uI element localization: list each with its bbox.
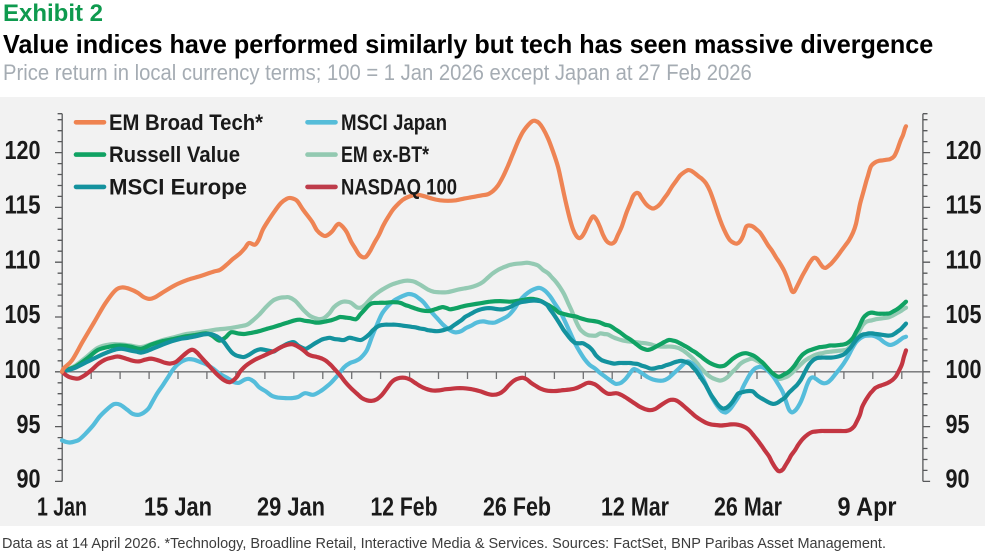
svg-text:NASDAQ 100: NASDAQ 100 xyxy=(341,175,457,200)
svg-text:90: 90 xyxy=(946,466,970,494)
svg-text:110: 110 xyxy=(946,246,982,274)
svg-text:95: 95 xyxy=(17,411,41,439)
svg-text:26 Mar: 26 Mar xyxy=(714,494,782,522)
svg-text:120: 120 xyxy=(946,137,982,165)
svg-text:115: 115 xyxy=(5,192,41,220)
svg-text:95: 95 xyxy=(946,411,970,439)
svg-text:MSCI Japan: MSCI Japan xyxy=(341,110,447,135)
svg-text:9 Apr: 9 Apr xyxy=(838,494,897,522)
svg-text:Russell Value: Russell Value xyxy=(109,142,240,167)
svg-text:120: 120 xyxy=(5,137,41,165)
svg-text:12 Mar: 12 Mar xyxy=(601,494,669,522)
svg-text:29 Jan: 29 Jan xyxy=(257,494,325,522)
svg-text:105: 105 xyxy=(946,301,982,329)
svg-text:EM ex-BT*: EM ex-BT* xyxy=(341,142,429,167)
svg-text:MSCI Europe: MSCI Europe xyxy=(109,175,247,200)
svg-text:105: 105 xyxy=(5,301,41,329)
svg-text:100: 100 xyxy=(5,356,41,384)
svg-text:15 Jan: 15 Jan xyxy=(144,494,212,522)
svg-text:12 Feb: 12 Feb xyxy=(371,494,438,522)
svg-text:100: 100 xyxy=(946,356,982,384)
svg-text:26 Feb: 26 Feb xyxy=(483,494,551,522)
svg-text:1 Jan: 1 Jan xyxy=(37,494,87,522)
svg-text:90: 90 xyxy=(17,466,41,494)
svg-text:EM Broad Tech*: EM Broad Tech* xyxy=(109,110,263,135)
svg-text:110: 110 xyxy=(5,246,41,274)
svg-text:115: 115 xyxy=(946,192,982,220)
